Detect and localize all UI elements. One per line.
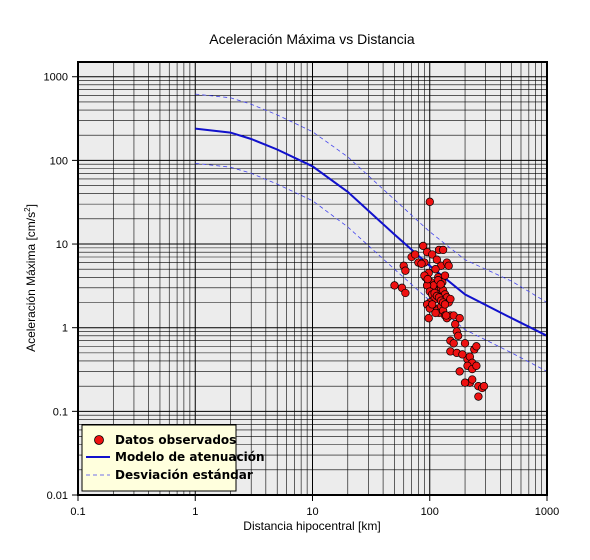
observed-point	[438, 245, 448, 255]
observed-point	[432, 255, 442, 264]
stddev-lines	[195, 93, 548, 372]
legend: Datos observados Modelo de atenuación De…	[81, 424, 265, 492]
observed-point	[454, 331, 463, 340]
observed-point	[425, 197, 434, 206]
observed-point	[455, 367, 464, 376]
legend-box	[81, 424, 237, 492]
observed-point	[423, 275, 432, 284]
observed-point	[446, 294, 455, 304]
observed-point	[449, 339, 458, 348]
x-tick-label: 1	[192, 506, 198, 518]
observed-point	[436, 280, 445, 289]
observed-point	[401, 266, 410, 275]
y-axis-label-sup: 2	[23, 207, 32, 212]
legend-label-model: Modelo de atenuación	[115, 450, 265, 464]
y-tick-label: 100	[50, 155, 68, 167]
observed-point	[460, 339, 470, 348]
x-tick-label: 10	[306, 506, 318, 518]
y-tick-label: 1	[62, 323, 68, 335]
observed-point	[401, 288, 410, 298]
observed-point	[474, 392, 483, 401]
observed-point	[410, 250, 420, 259]
y-axis-ticks: 0.01 0.1 1 10 100 1000	[44, 72, 78, 502]
observed-point	[419, 241, 428, 251]
y-tick-label: 1000	[44, 72, 68, 84]
plot-frame	[77, 61, 548, 496]
observed-point	[442, 311, 451, 320]
observed-point	[440, 300, 450, 309]
x-axis-label: Distancia hipocentral [km]	[243, 519, 380, 533]
y-tick-label: 10	[56, 239, 68, 251]
observed-point	[468, 375, 477, 384]
legend-point-marker	[94, 435, 104, 445]
legend-label-observed: Datos observados	[115, 433, 236, 447]
chart-title: Aceleración Máxima vs Distancia	[209, 31, 415, 47]
y-axis-label-main: Aceleración Máxima [cm/s	[24, 212, 38, 352]
stddev-upper-line	[195, 93, 548, 303]
legend-label-stddev: Desviación estándar	[115, 468, 253, 482]
observed-point	[444, 261, 453, 270]
x-axis-ticks: 0.1 1 10 100 1000	[70, 495, 559, 518]
observed-point	[458, 350, 467, 359]
observed-point	[460, 378, 470, 387]
observed-point	[431, 265, 440, 274]
x-tick-label: 0.1	[70, 506, 85, 518]
x-tick-label: 1000	[535, 506, 559, 518]
observed-point	[424, 314, 433, 323]
observed-point	[472, 342, 481, 351]
y-tick-label: 0.1	[53, 406, 68, 418]
observed-point	[431, 308, 440, 318]
stddev-lower-line	[195, 163, 548, 372]
grid	[78, 62, 547, 495]
observed-point	[455, 314, 464, 323]
y-tick-label: 0.01	[47, 490, 68, 502]
observed-point	[417, 259, 426, 268]
model-line	[195, 127, 548, 337]
y-axis-label: Aceleración Máxima [cm/s2]	[23, 204, 38, 352]
observed-point	[390, 281, 399, 290]
observed-point	[479, 382, 489, 391]
observed-point	[428, 250, 437, 259]
observed-point	[472, 361, 481, 370]
observed-point	[428, 300, 437, 309]
observed-points	[390, 197, 489, 401]
x-tick-label: 100	[421, 506, 439, 518]
y-axis-label-end: ]	[24, 204, 38, 207]
observed-point	[440, 271, 450, 280]
